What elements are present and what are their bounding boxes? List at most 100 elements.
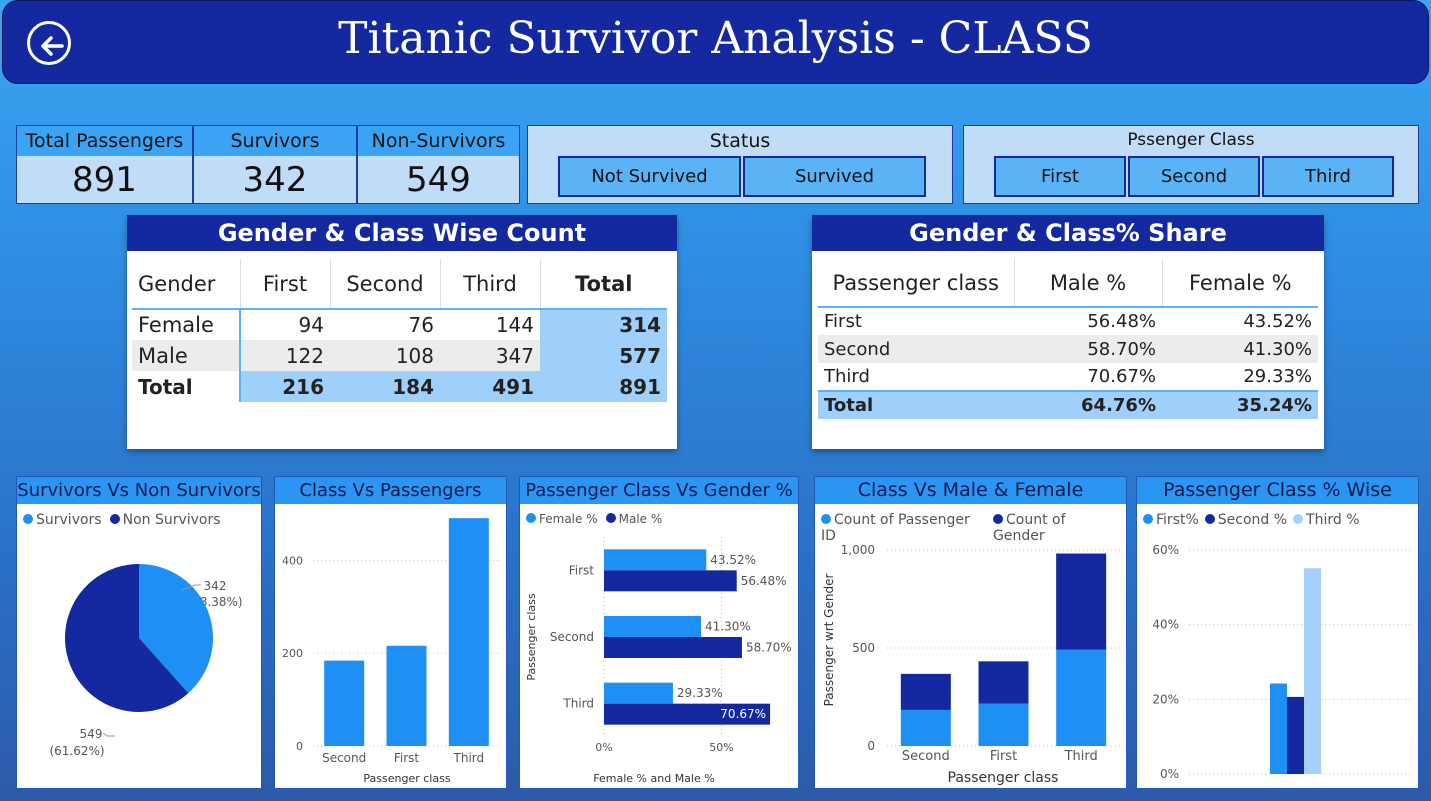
bar — [604, 682, 673, 704]
table-cell: 35.24% — [1237, 395, 1312, 416]
gender-class-share-table: Gender & Class% Share Passenger class Ma… — [812, 215, 1324, 449]
legend-label: Third % — [1306, 512, 1360, 528]
table-row: Female 94 76 144 314 — [132, 309, 667, 340]
back-button[interactable] — [27, 21, 71, 65]
bar-segment — [1056, 553, 1107, 650]
data-label: 43.52% — [710, 553, 756, 567]
table-cell: 314 — [540, 309, 667, 340]
table-cell: 43.52% — [1243, 311, 1312, 332]
legend-label: Female % — [539, 512, 598, 526]
table-cell: 108 — [395, 343, 434, 368]
legend-label: Second % — [1217, 512, 1288, 528]
y-tick-label: 0% — [1160, 767, 1179, 781]
x-axis-title: Passenger class — [948, 770, 1059, 786]
bar — [1287, 696, 1304, 774]
kpi-survivors: Survivors 342 — [193, 125, 357, 204]
class-vs-gender-pct-chart: Passenger Class Vs Gender % Female % Mal… — [519, 476, 799, 789]
table-cell: 184 — [330, 371, 440, 402]
x-tick-label: 50% — [709, 741, 733, 754]
chart-title: Class Vs Passengers — [275, 477, 506, 504]
x-axis-title: Passenger class — [363, 772, 450, 785]
column-header: Second — [330, 259, 441, 309]
legend-item: Third % — [1293, 512, 1360, 528]
kpi-total-passengers: Total Passengers 891 — [16, 125, 193, 204]
bar — [1270, 683, 1287, 774]
bar — [1304, 568, 1321, 774]
kpi-label: Survivors — [194, 126, 356, 156]
table-cell: 491 — [440, 371, 540, 402]
table-row: Total 216 184 491 891 — [132, 371, 667, 402]
row-label: Third — [824, 366, 870, 387]
column-header: Third — [440, 259, 541, 309]
legend-dot — [23, 514, 33, 524]
y-axis-title: Passenger class — [525, 593, 538, 680]
pie-data-label: 342 — [204, 579, 227, 593]
chart-legend: Female % Male % — [520, 504, 798, 526]
status-not-survived-button[interactable]: Not Survived — [558, 156, 741, 197]
table-cell: 70.67% — [1087, 366, 1156, 387]
class-slicer: Pssenger Class First Second Third — [963, 125, 1419, 204]
pie-slice — [139, 564, 214, 694]
bar — [604, 703, 771, 725]
stacked-bar-plot: Passenger class Passenger wrt Gender 0 50… — [822, 543, 1120, 786]
legend-item: Survivors — [23, 512, 102, 528]
bar-segment — [978, 703, 1029, 746]
kpi-label: Total Passengers — [17, 126, 192, 156]
legend-item: Second % — [1204, 512, 1288, 528]
share-table: Passenger class Male % Female % First 56… — [818, 259, 1318, 419]
kpi-label: Non-Survivors — [358, 126, 519, 156]
class-third-button[interactable]: Third — [1262, 156, 1394, 197]
bar — [604, 616, 702, 637]
pie-data-label: (61.62%) — [49, 744, 104, 758]
row-label: Female — [132, 309, 241, 340]
class-vs-male-female-chart: Class Vs Male & Female Count of Passenge… — [814, 476, 1127, 789]
y-tick-label: 0 — [867, 739, 875, 753]
page-title: Titanic Survivor Analysis - CLASS — [338, 13, 1093, 64]
y-tick-label: 20% — [1152, 692, 1179, 706]
hbar-plot: Female % and Male % Passenger class 0% 50… — [525, 537, 792, 785]
y-tick-label: 200 — [282, 647, 303, 660]
legend-label: Survivors — [36, 512, 102, 528]
kpi-non-survivors: Non-Survivors 549 — [357, 125, 520, 204]
y-tick-label: 0 — [296, 740, 303, 753]
table-row: First 56.48% 43.52% — [818, 307, 1318, 335]
pie-slice — [65, 564, 189, 712]
header-bar: Titanic Survivor Analysis - CLASS — [2, 0, 1429, 84]
x-tick-label: 0% — [595, 741, 612, 754]
data-label: 29.33% — [677, 686, 723, 700]
table-cell: 347 — [495, 343, 534, 368]
table-cell: 577 — [540, 340, 667, 371]
class-second-button[interactable]: Second — [1128, 156, 1260, 197]
kpi-value: 549 — [406, 160, 471, 200]
status-survived-button[interactable]: Survived — [743, 156, 926, 197]
legend-item: First% — [1143, 512, 1199, 528]
status-slicer: Status Not Survived Survived — [527, 125, 953, 204]
table-row: Male 122 108 347 577 — [132, 340, 667, 371]
table-title: Gender & Class Wise Count — [127, 215, 677, 251]
row-label: Total — [132, 371, 241, 402]
table-cell: 144 — [495, 313, 534, 337]
kpi-value: 891 — [72, 160, 137, 200]
legend-dot — [526, 513, 536, 523]
pie-plot: 342 (38.38%) 549 (61.62%) — [49, 564, 243, 758]
bar — [604, 549, 707, 571]
y-tick-label: Second — [550, 630, 594, 644]
survivors-pie-chart: Survivors Vs Non Survivors Survivors Non… — [16, 476, 262, 789]
bar-segment — [900, 709, 951, 746]
chart-legend: Survivors Non Survivors — [17, 504, 261, 528]
column-header: Female % — [1188, 270, 1292, 295]
table-row: Third 70.67% 29.33% — [818, 363, 1318, 391]
data-label: 70.67% — [720, 707, 766, 721]
class-first-button[interactable]: First — [994, 156, 1126, 197]
column-header: Gender — [132, 259, 241, 309]
legend-item: Female % — [526, 512, 598, 526]
pie-data-label: 549 — [80, 727, 103, 741]
legend-dot — [993, 514, 1004, 524]
legend-label: Count of Passenger ID — [821, 512, 970, 544]
table-cell: 891 — [540, 371, 667, 402]
y-tick-label: First — [569, 563, 595, 577]
row-label: Male — [132, 340, 241, 371]
class-pct-wise-chart: Passenger Class % Wise First% Second % T… — [1136, 476, 1419, 789]
column-header: Passenger class — [818, 259, 1015, 307]
legend-label: Non Survivors — [122, 512, 221, 528]
